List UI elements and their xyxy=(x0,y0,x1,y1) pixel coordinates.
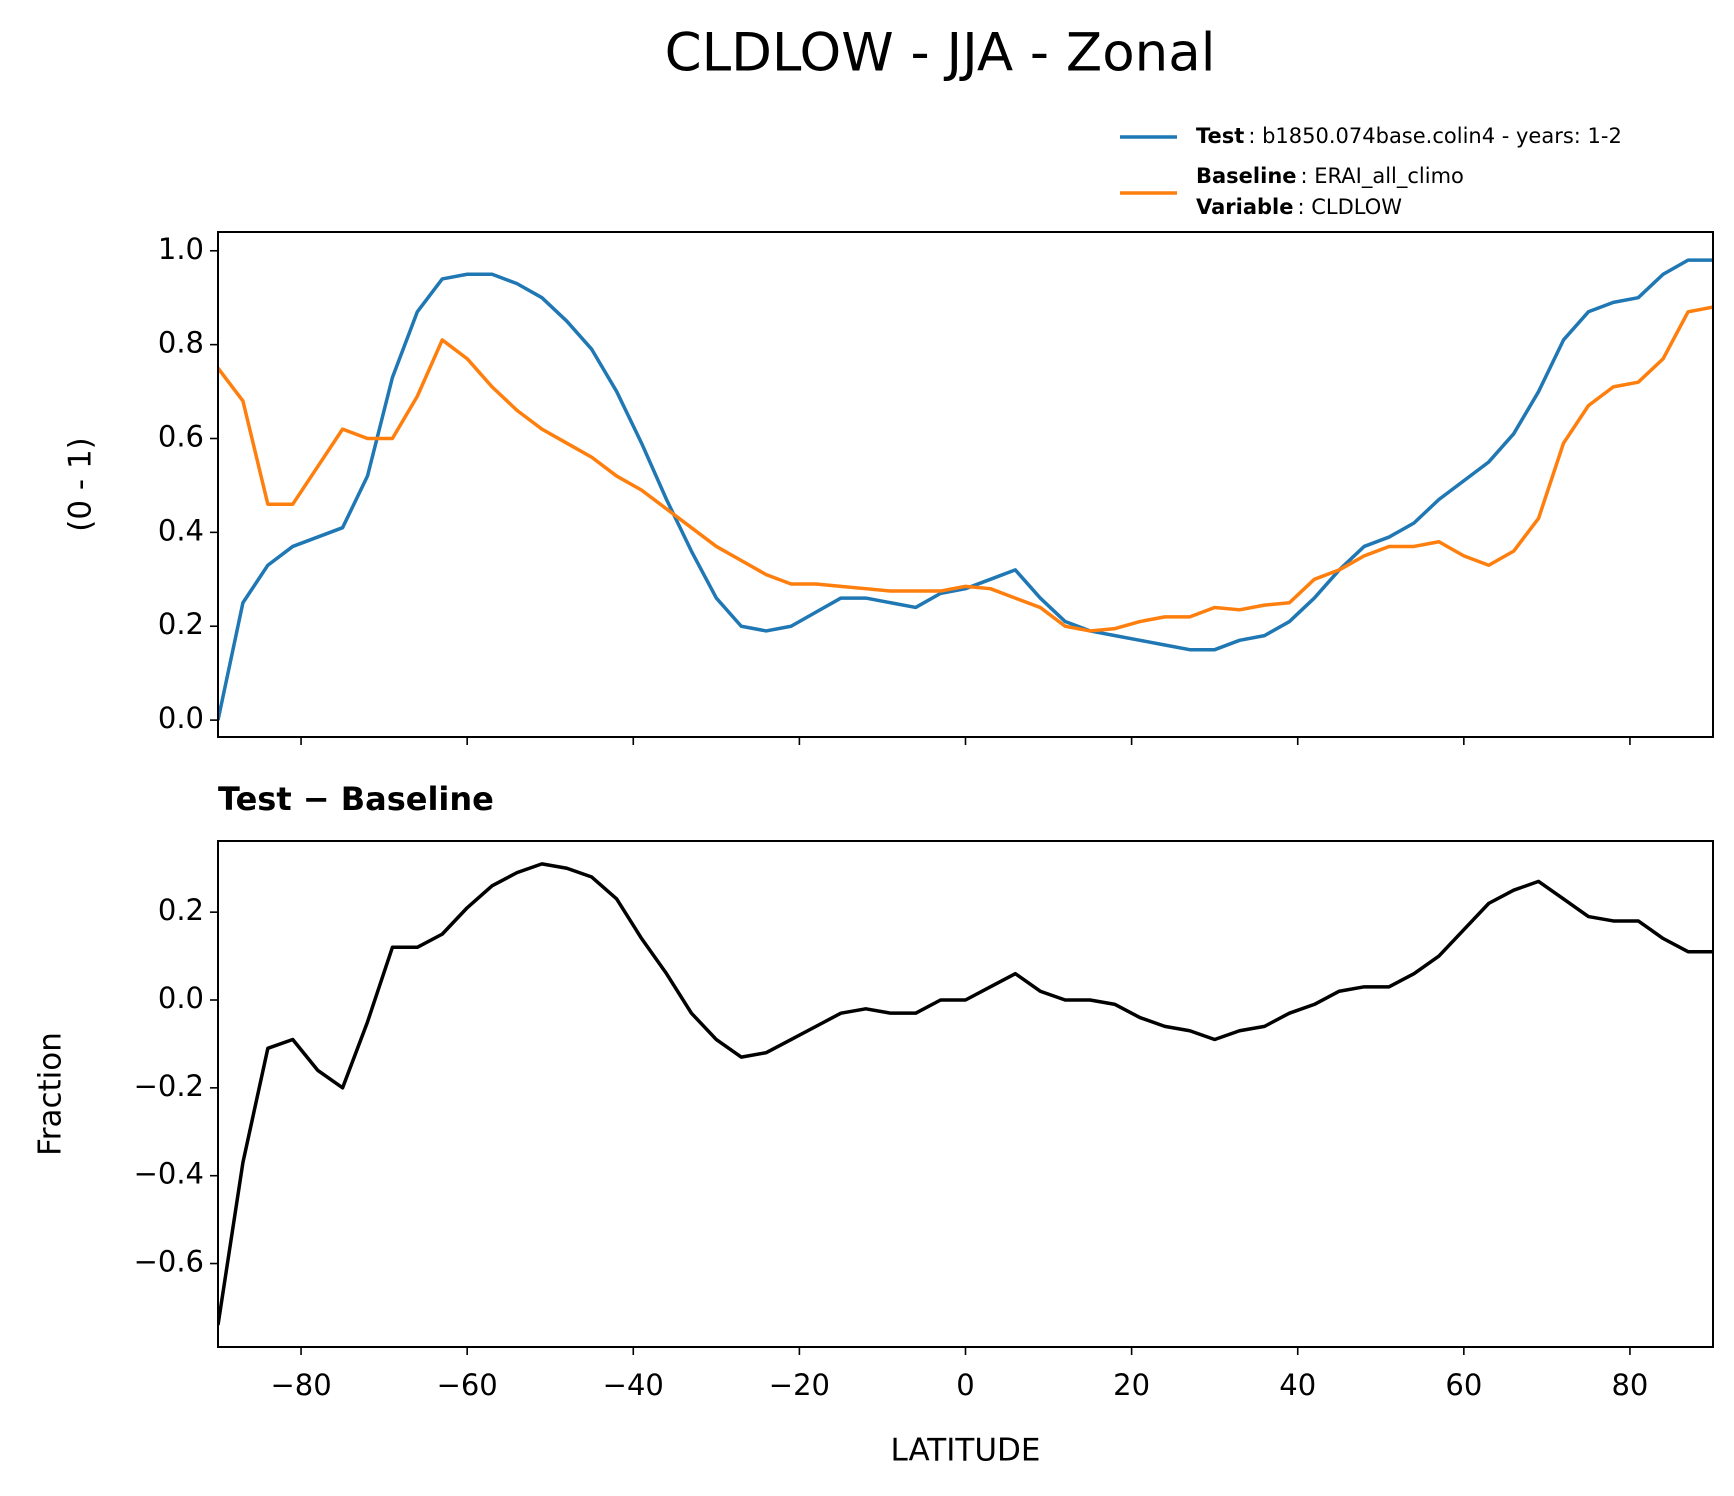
plot-area xyxy=(218,258,1713,721)
x-tick-label: −40 xyxy=(603,1368,664,1402)
legend-description: : CLDLOW xyxy=(1297,195,1402,219)
plot-area xyxy=(218,862,1713,1326)
data-line xyxy=(218,862,1713,1326)
legend-name: Baseline xyxy=(1196,164,1297,188)
y-tick-label: 0.6 xyxy=(158,420,204,454)
legend-name: Test xyxy=(1196,124,1244,148)
x-tick-label: 0 xyxy=(956,1368,974,1402)
y-tick-label: 0.0 xyxy=(158,981,204,1015)
axes-title: Test − Baseline xyxy=(218,780,494,818)
y-axis-label: (0 - 1) xyxy=(63,437,99,532)
y-tick-label: 1.0 xyxy=(158,232,204,266)
x-tick-label: −60 xyxy=(437,1368,498,1402)
y-tick-label: 0.8 xyxy=(158,326,204,360)
axes-frame xyxy=(217,231,1714,738)
x-axis-label: LATITUDE xyxy=(891,1433,1041,1469)
y-tick-label: −0.2 xyxy=(134,1069,204,1103)
x-tick-label: 20 xyxy=(1113,1368,1150,1402)
y-tick-label: 0.2 xyxy=(158,607,204,641)
axes-frame xyxy=(217,840,1714,1348)
x-tick-label: −20 xyxy=(769,1368,830,1402)
legend-entry: Test: b1850.074base.colin4 - years: 1-2 xyxy=(1196,124,1622,148)
legend-entry: Variable: CLDLOW xyxy=(1196,195,1402,219)
x-tick-label: 80 xyxy=(1611,1368,1648,1402)
data-line xyxy=(218,305,1713,633)
x-tick-label: −80 xyxy=(270,1368,331,1402)
y-tick-label: 0.2 xyxy=(158,893,204,927)
legend-description: : ERAI_all_climo xyxy=(1301,164,1464,189)
x-tick-label: 60 xyxy=(1445,1368,1482,1402)
x-tick-label: 40 xyxy=(1279,1368,1316,1402)
legend-description: : b1850.074base.colin4 - years: 1-2 xyxy=(1248,124,1622,148)
legend-entry: Baseline: ERAI_all_climo xyxy=(1196,164,1464,189)
y-tick-label: 0.4 xyxy=(158,513,204,547)
y-tick-label: −0.4 xyxy=(134,1157,204,1191)
data-line xyxy=(218,258,1713,721)
y-tick-label: 0.0 xyxy=(158,701,204,735)
figure-title: CLDLOW - JJA - Zonal xyxy=(665,23,1216,84)
legend-name: Variable xyxy=(1196,195,1293,219)
y-tick-label: −0.6 xyxy=(134,1245,204,1279)
y-axis-label: Fraction xyxy=(33,1032,69,1156)
